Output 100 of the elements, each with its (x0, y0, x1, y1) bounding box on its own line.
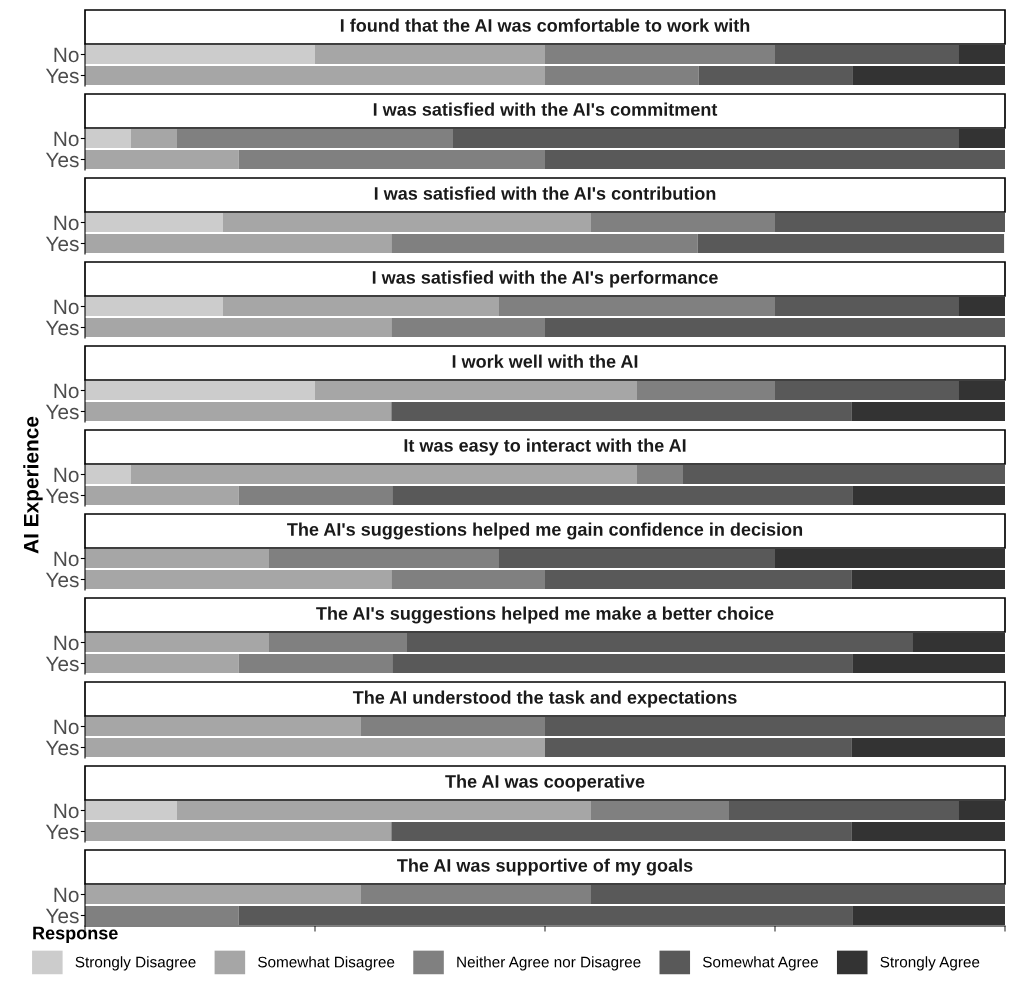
y-tick-label: Yes (45, 572, 79, 588)
bar (85, 654, 239, 673)
chart-title: The AI was supportive of my goals (397, 858, 693, 876)
bar (591, 885, 1005, 904)
chart-title: It was easy to interact with the AI (404, 438, 686, 456)
bar (959, 45, 1005, 64)
bar (391, 234, 698, 253)
bar (85, 129, 131, 148)
y-tick-label: No (54, 719, 79, 735)
bar (453, 129, 959, 148)
bar (545, 318, 1005, 337)
bar (775, 381, 959, 400)
bar (729, 801, 959, 820)
bar (545, 738, 852, 757)
bar (852, 906, 1005, 925)
y-tick-label: No (54, 131, 79, 147)
bar (499, 297, 775, 316)
y-tick-label: No (54, 803, 79, 819)
bar (85, 738, 545, 757)
legend-title: Response (33, 926, 118, 944)
bar (85, 213, 223, 232)
bar (698, 66, 853, 85)
bar (545, 66, 699, 85)
bar (85, 66, 545, 85)
legend-label: Strongly Agree (880, 956, 980, 971)
bar (591, 213, 775, 232)
y-tick-label: No (54, 551, 79, 567)
y-tick-label: No (54, 215, 79, 231)
bar (591, 801, 729, 820)
y-tick-label: No (54, 635, 79, 651)
bar (545, 150, 1005, 169)
bar (392, 654, 853, 673)
bar (85, 822, 392, 841)
bar (361, 885, 591, 904)
bar (391, 570, 545, 589)
y-tick-label: Yes (45, 908, 79, 924)
bar (775, 213, 1005, 232)
chart-title: I was satisfied with the AI's commitment (373, 102, 718, 116)
bar (851, 570, 1005, 589)
bar (697, 234, 1005, 253)
bar (85, 486, 239, 505)
bar (85, 549, 269, 568)
bar (852, 66, 1005, 85)
bar (238, 150, 545, 169)
y-tick-label: Yes (45, 320, 79, 336)
chart-title: The AI's suggestions helped me make a better choice (316, 606, 774, 624)
bar (85, 45, 315, 64)
bar (775, 45, 959, 64)
bar (85, 402, 392, 421)
bar (959, 381, 1005, 400)
bar (85, 465, 131, 484)
bar (392, 486, 853, 505)
bar (177, 801, 591, 820)
bar (391, 402, 852, 421)
bar (85, 633, 269, 652)
y-tick-label: Yes (45, 152, 79, 168)
bar (407, 633, 913, 652)
bar (361, 717, 545, 736)
bar (85, 570, 392, 589)
bar (852, 486, 1005, 505)
bar (545, 45, 775, 64)
y-tick-label: No (54, 47, 79, 63)
bar (85, 318, 392, 337)
bar (637, 381, 775, 400)
bar (545, 717, 1005, 736)
y-tick-label: No (54, 299, 79, 315)
bar (131, 465, 637, 484)
bar (959, 129, 1005, 148)
legend-label: Somewhat Disagree (258, 956, 395, 971)
bar (269, 633, 407, 652)
bar (851, 822, 1005, 841)
bar (238, 906, 853, 925)
y-tick-label: Yes (45, 488, 79, 504)
bar (637, 465, 683, 484)
bar (315, 381, 637, 400)
chart-title: I was satisfied with the AI's performance (372, 270, 718, 288)
chart-title: I found that the AI was comfortable to work with (340, 18, 750, 32)
bar (85, 150, 239, 169)
bar (238, 654, 393, 673)
bar (775, 549, 1005, 568)
bar (851, 738, 1005, 757)
y-tick-label: Yes (45, 824, 79, 840)
bar (391, 318, 545, 337)
bar (913, 633, 1005, 652)
bar (959, 297, 1005, 316)
bar (177, 129, 453, 148)
legend-label: Strongly Disagree (75, 956, 196, 971)
bar (269, 549, 499, 568)
y-tick-label: No (54, 887, 79, 903)
y-tick-label: Yes (45, 236, 79, 252)
chart-title: The AI's suggestions helped me gain confidence in decision (287, 522, 803, 540)
y-tick-label: No (54, 383, 79, 399)
bar (85, 297, 223, 316)
legend-label: Somewhat Agree (702, 956, 818, 971)
y-tick-label: Yes (45, 656, 79, 672)
bar (85, 885, 361, 904)
bar (223, 213, 591, 232)
bar (85, 381, 315, 400)
bar (852, 654, 1005, 673)
y-tick-label: Yes (45, 404, 79, 420)
